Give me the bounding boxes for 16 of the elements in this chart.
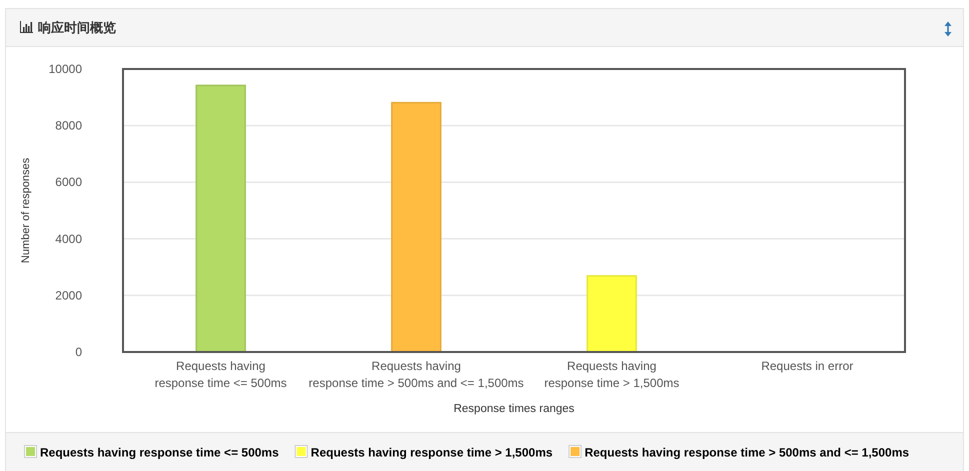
x-axis-title: Response times ranges [454, 403, 575, 415]
legend-label: Requests having response time > 1,500ms [310, 446, 553, 460]
x-tick-label: Requests having response time <= 500ms [154, 359, 287, 390]
legend-label: Requests having response time <= 500ms [40, 446, 280, 460]
y-tick-label: 0 [75, 345, 82, 359]
x-tick-label: Requests in error [761, 359, 854, 373]
y-tick-label: 6000 [55, 175, 82, 190]
y-tick-label: 10000 [48, 62, 82, 76]
x-tick-label: Requests having response time > 500ms and <= 1,500ms [308, 359, 524, 390]
y-tick-label: 2000 [55, 288, 82, 302]
y-tick-label: 4000 [55, 232, 82, 246]
y-tick-label: 8000 [55, 118, 82, 133]
y-axis-title: Number of responses [20, 157, 32, 264]
x-tick-label: Requests having response time > 1,500ms [544, 359, 680, 390]
chart-title: 响应时间概览 [38, 20, 116, 35]
legend-label: Requests having response time > 500ms and <= 1,500ms [584, 446, 910, 460]
